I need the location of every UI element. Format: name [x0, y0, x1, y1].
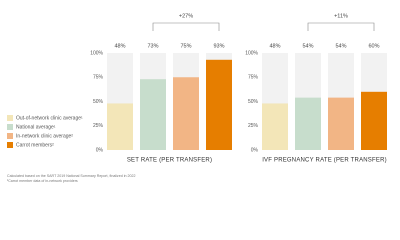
- bar: [262, 103, 288, 150]
- value-label: 54%: [302, 43, 313, 49]
- bar: [107, 103, 133, 150]
- y-tick-label: 0%: [96, 147, 104, 153]
- legend-swatch: [7, 115, 13, 121]
- y-tick-label: 25%: [93, 123, 104, 129]
- footnote: Calculated based on the SART 2019 Nation…: [7, 174, 136, 178]
- legend-label: Carrot members²: [16, 142, 54, 148]
- value-label: 93%: [213, 43, 224, 49]
- chart: Out-of-network clinic average¹ National a…: [7, 13, 387, 183]
- y-tick-label: 0%: [251, 147, 259, 153]
- value-label: 60%: [368, 43, 379, 49]
- value-label: 48%: [114, 43, 125, 49]
- bar: [361, 91, 387, 150]
- bracket: [152, 22, 220, 31]
- legend-label: National average¹: [16, 124, 56, 130]
- value-label: 54%: [335, 43, 346, 49]
- legend-swatch: [7, 133, 13, 139]
- legend-label: In-network clinic average²: [16, 133, 73, 139]
- bar: [328, 97, 354, 150]
- y-tick-label: 75%: [248, 75, 259, 81]
- annotation: +11%: [334, 13, 348, 19]
- y-tick-label: 50%: [248, 99, 259, 105]
- y-tick-label: 100%: [245, 50, 258, 56]
- bar: [206, 59, 232, 150]
- legend-label: Out-of-network clinic average¹: [16, 115, 83, 121]
- y-tick-label: 25%: [248, 123, 259, 129]
- y-tick-label: 50%: [93, 99, 104, 105]
- value-label: 48%: [269, 43, 280, 49]
- annotation: +27%: [179, 13, 193, 19]
- value-label: 73%: [147, 43, 158, 49]
- bar: [295, 97, 321, 150]
- bar: [173, 77, 199, 150]
- bracket: [307, 22, 375, 31]
- y-tick-label: 100%: [90, 50, 103, 56]
- footnote: ²Carrot member data of in-network provid…: [7, 179, 78, 183]
- legend-swatch: [7, 124, 13, 130]
- legend-swatch: [7, 142, 13, 148]
- value-label: 75%: [180, 43, 191, 49]
- bar: [140, 79, 166, 150]
- x-axis-title: SET RATE (PER TRANSFER): [127, 158, 212, 164]
- x-axis-title: IVF PREGNANCY RATE (PER TRANSFER): [262, 158, 387, 164]
- y-tick-label: 75%: [93, 75, 104, 81]
